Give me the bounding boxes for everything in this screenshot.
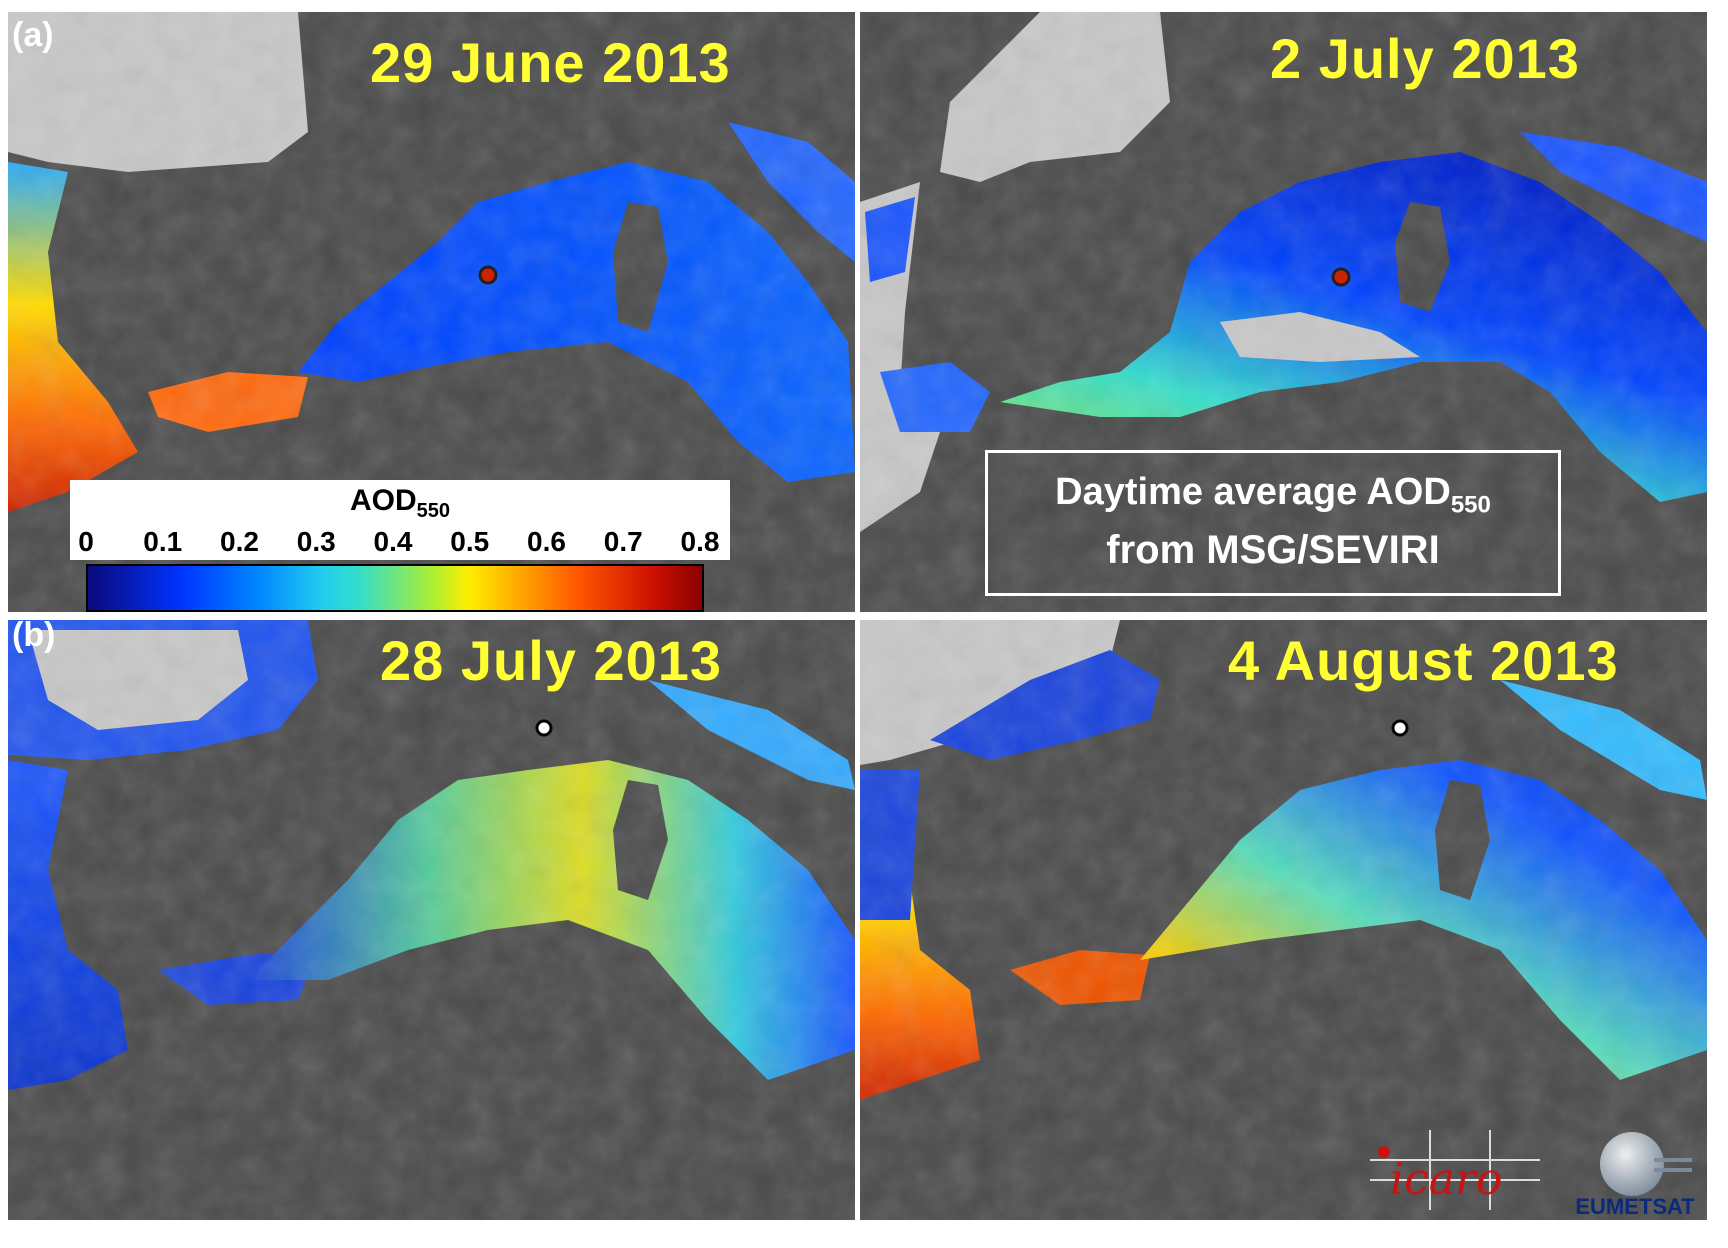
date-label: 28 July 2013 xyxy=(380,629,723,692)
colorbar-tick-label: 0.8 xyxy=(680,526,720,557)
colorbar-tick-label: 0.5 xyxy=(450,526,490,557)
date-label: 4 August 2013 xyxy=(1228,629,1619,692)
map-panel-29-june: (a) 29 June 2013 AOD550 0 0.1 0.2 0.3 0.4 0.5… xyxy=(8,12,855,612)
colorbar-tick-label: 0.3 xyxy=(296,526,336,557)
colorbar-legend: AOD550 0 0.1 0.2 0.3 0.4 0.5 0.6 0.7 0.8 xyxy=(70,480,730,560)
aod-map xyxy=(860,12,1707,612)
map-panel-28-july: (b) 28 July 2013 xyxy=(8,620,855,1220)
colorbar-gradient xyxy=(86,564,704,612)
site-marker xyxy=(1331,267,1351,287)
site-marker xyxy=(478,265,498,285)
map-panel-2-july: 2 July 2013 Daytime average AOD550 from … xyxy=(860,12,1707,612)
colorbar-tick-label: 0.6 xyxy=(527,526,566,557)
aod-map xyxy=(860,620,1707,1220)
colorbar-tick-label: 0.4 xyxy=(373,526,413,557)
colorbar-tick-label: 0 xyxy=(78,526,94,557)
colorbar-ticks: 0 0.1 0.2 0.3 0.4 0.5 0.6 0.7 0.8 xyxy=(70,526,730,560)
aod-map xyxy=(8,620,855,1220)
date-label: 2 July 2013 xyxy=(1270,27,1580,90)
date-label: 29 June 2013 xyxy=(370,31,731,94)
site-marker xyxy=(535,719,553,737)
data-source-note: Daytime average AOD550 from MSG/SEVIRI xyxy=(985,450,1561,596)
panel-label-b: (b) xyxy=(12,620,56,654)
colorbar-tick-label: 0.1 xyxy=(143,526,183,557)
site-marker xyxy=(1391,719,1409,737)
icaro-logo: icaro xyxy=(1370,1130,1540,1210)
map-panel-4-august: 4 August 2013 icaro EUMETSAT xyxy=(860,620,1707,1220)
panel-label-a: (a) xyxy=(12,16,54,54)
colorbar-title: AOD550 xyxy=(349,484,451,522)
colorbar-tick-label: 0.7 xyxy=(603,526,643,557)
colorbar-tick-label: 0.2 xyxy=(220,526,259,557)
eumetsat-logo: EUMETSAT xyxy=(1570,1130,1700,1220)
